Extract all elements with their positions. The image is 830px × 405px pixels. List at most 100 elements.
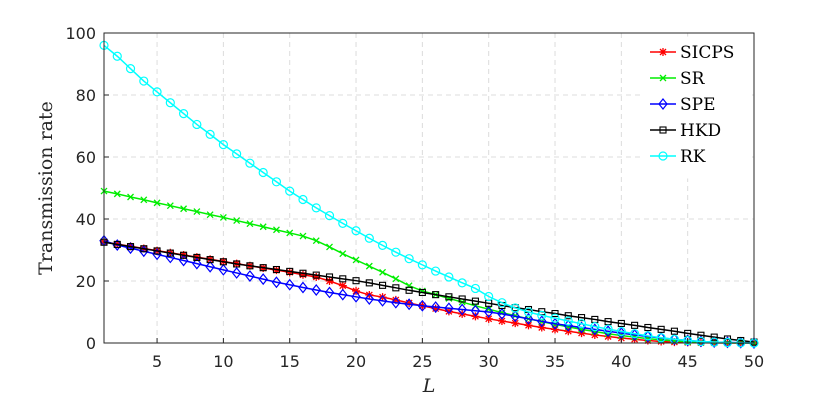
data-point-sr bbox=[140, 196, 148, 204]
data-point-sicps bbox=[338, 281, 347, 290]
data-point-spe bbox=[550, 317, 560, 330]
data-point-spe bbox=[576, 321, 587, 334]
data-point-hkd bbox=[631, 321, 639, 329]
data-point-sr bbox=[193, 208, 201, 216]
x-tick-label: 5 bbox=[152, 352, 162, 371]
data-point-rk bbox=[457, 278, 467, 288]
data-point-spe bbox=[457, 303, 467, 316]
y-tick-label: 60 bbox=[76, 148, 96, 167]
legend-label-rk: RK bbox=[680, 147, 706, 167]
series-line-hkd bbox=[103, 241, 755, 343]
data-point-spe bbox=[298, 281, 308, 294]
data-point-rk bbox=[298, 194, 308, 205]
data-point-sicps bbox=[643, 336, 652, 345]
data-point-sr bbox=[272, 226, 280, 234]
data-point-sicps bbox=[378, 293, 387, 302]
data-point-rk bbox=[285, 186, 295, 196]
legend-item-rk: RK bbox=[650, 147, 706, 167]
data-point-sr bbox=[299, 232, 307, 240]
data-point-hkd bbox=[392, 284, 400, 292]
x-tick-label: 25 bbox=[412, 352, 432, 371]
data-point-spe bbox=[510, 310, 520, 323]
y-tick-label: 40 bbox=[76, 210, 96, 229]
data-point-hkd bbox=[246, 262, 254, 270]
data-point-rk bbox=[470, 283, 481, 294]
data-point-sr bbox=[326, 243, 333, 251]
data-point-rk bbox=[417, 260, 427, 270]
data-point-rk bbox=[178, 108, 189, 119]
legend-label-sicps: SICPS bbox=[680, 43, 734, 63]
data-point-rk bbox=[537, 310, 547, 321]
data-point-sicps bbox=[298, 270, 307, 279]
data-point-spe bbox=[205, 260, 215, 273]
data-point-spe bbox=[178, 254, 189, 267]
y-tick-label: 20 bbox=[76, 272, 96, 291]
series-line-rk bbox=[103, 44, 755, 344]
y-tick-label: 0 bbox=[86, 334, 96, 353]
legend-label-hkd: HKD bbox=[680, 121, 721, 141]
data-point-spe bbox=[430, 301, 441, 314]
data-point-rk bbox=[232, 149, 242, 159]
data-point-hkd bbox=[259, 264, 267, 272]
data-point-sr bbox=[286, 229, 294, 237]
data-point-spe bbox=[470, 304, 481, 317]
data-point-spe bbox=[284, 278, 295, 291]
data-point-rk bbox=[125, 64, 136, 74]
legend-item-spe: SPE bbox=[650, 95, 716, 115]
data-point-spe bbox=[404, 298, 414, 311]
data-point-hkd bbox=[233, 260, 241, 268]
data-point-spe bbox=[231, 266, 242, 279]
data-point-rk bbox=[696, 336, 706, 347]
data-point-rk bbox=[152, 87, 162, 97]
y-tick-label: 80 bbox=[76, 86, 96, 105]
data-point-spe bbox=[192, 257, 202, 270]
data-point-spe bbox=[523, 312, 534, 325]
data-point-rk bbox=[364, 233, 374, 243]
data-point-rk bbox=[431, 266, 441, 276]
data-point-rk bbox=[497, 298, 507, 308]
data-point-sr bbox=[392, 275, 400, 283]
data-point-rk bbox=[218, 140, 228, 150]
x-tick-label: 20 bbox=[346, 352, 366, 371]
data-point-sr bbox=[312, 237, 320, 245]
data-point-rk bbox=[324, 210, 335, 221]
data-point-hkd bbox=[312, 271, 320, 279]
data-point-spe bbox=[696, 335, 706, 348]
data-point-hkd bbox=[140, 245, 148, 253]
data-point-sicps bbox=[431, 304, 440, 313]
data-point-hkd bbox=[405, 286, 413, 294]
data-point-hkd bbox=[432, 291, 440, 299]
data-point-sr bbox=[352, 256, 360, 264]
data-point-rk bbox=[643, 331, 653, 341]
data-point-rk bbox=[271, 177, 282, 187]
data-point-sicps bbox=[365, 290, 374, 299]
data-point-hkd bbox=[113, 240, 121, 248]
data-point-sr bbox=[379, 268, 387, 276]
data-point-spe bbox=[444, 302, 454, 315]
data-point-rk bbox=[311, 203, 321, 213]
data-point-rk bbox=[245, 158, 255, 168]
data-point-spe bbox=[271, 276, 282, 289]
data-point-sr bbox=[113, 190, 121, 198]
data-point-rk bbox=[683, 335, 693, 346]
data-point-spe bbox=[377, 294, 388, 307]
x-tick-label: 15 bbox=[280, 352, 300, 371]
data-point-sicps bbox=[285, 268, 294, 277]
data-point-hkd bbox=[578, 314, 586, 322]
x-axis-label: L bbox=[422, 375, 436, 397]
data-point-rk bbox=[616, 326, 626, 337]
data-point-spe bbox=[324, 286, 335, 299]
data-point-sr bbox=[339, 250, 347, 258]
legend-item-sr: SR bbox=[650, 69, 706, 89]
data-point-sicps bbox=[670, 338, 679, 347]
data-point-spe bbox=[497, 307, 507, 320]
x-tick-label: 30 bbox=[479, 352, 499, 371]
data-point-spe bbox=[218, 263, 229, 276]
plot-frame bbox=[103, 32, 755, 344]
data-point-rk bbox=[444, 272, 454, 282]
data-point-hkd bbox=[458, 295, 466, 303]
data-point-sicps bbox=[325, 277, 334, 285]
data-point-hkd bbox=[272, 265, 280, 274]
x-tick-label: 40 bbox=[611, 352, 631, 371]
